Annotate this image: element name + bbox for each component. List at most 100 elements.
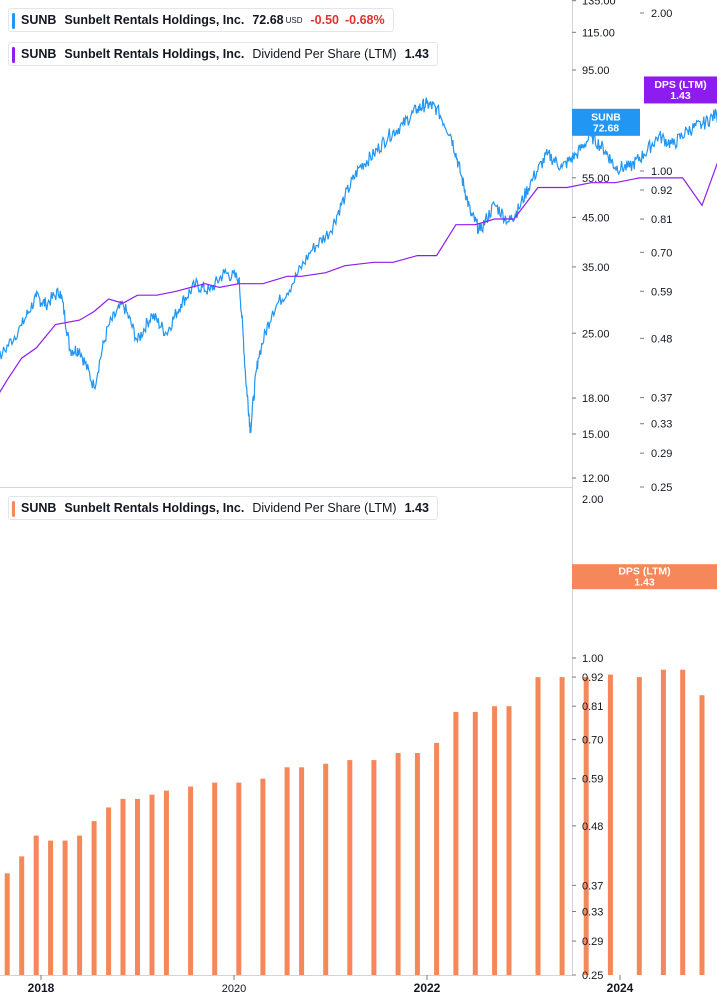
price-axis-label: 12.00 — [582, 473, 610, 485]
dps-legend-top[interactable]: SUNB Sunbelt Rentals Holdings, Inc. Divi… — [8, 42, 438, 66]
bar-axis-label: 0.59 — [582, 774, 603, 786]
dps-bar — [347, 760, 353, 975]
dps-bar — [149, 794, 155, 975]
price-legend[interactable]: SUNB Sunbelt Rentals Holdings, Inc. 72.6… — [8, 8, 394, 32]
dps-bar — [106, 807, 112, 975]
time-axis-label: 2018 — [28, 981, 55, 995]
bar-axis-label: 0.92 — [582, 672, 603, 684]
dps-bar — [492, 706, 498, 975]
dps-bar — [453, 711, 459, 975]
legend-metric: Dividend Per Share (LTM) — [252, 47, 397, 61]
dps-badge-bottom-bg — [572, 564, 717, 590]
dps-axis-label: 0.48 — [651, 333, 672, 345]
price-badge-bg — [572, 108, 640, 136]
dps-axis-label: 0.92 — [651, 185, 672, 197]
dps-badge-top-label: DPS (LTM) — [654, 79, 706, 91]
dps-bar — [77, 835, 83, 975]
dps-badge-bottom: DPS (LTM)1.43 — [572, 564, 717, 590]
dps-bar — [434, 742, 440, 975]
dps-bar — [414, 753, 420, 975]
price-badge-value: 72.68 — [593, 122, 619, 134]
dps-badge-bottom-value: 1.43 — [634, 577, 655, 589]
dps-bar — [607, 674, 613, 975]
price-legend-swatch — [12, 13, 15, 29]
dps-axis-label: 0.81 — [651, 214, 672, 226]
dps-bar — [583, 677, 589, 975]
legend-change-pct: -0.68% — [344, 13, 385, 27]
dps-bar — [299, 767, 305, 975]
bar-axis-label: 0.25 — [582, 970, 603, 982]
dps-bar — [472, 711, 478, 975]
bar-axis-label: 0.81 — [582, 701, 603, 713]
price-axis-label: 25.00 — [582, 328, 610, 340]
dps-bar — [236, 782, 242, 975]
dps-axis-label: 2.00 — [651, 8, 672, 20]
dps-axis-label: 0.29 — [651, 448, 672, 460]
dps-bar — [135, 798, 140, 975]
dps-axis-label: 0.25 — [651, 482, 672, 494]
dps-bar — [212, 782, 218, 975]
dps-bar — [163, 790, 169, 975]
dps-legend-swatch — [12, 47, 15, 63]
price-badge-label: SUNB — [591, 111, 621, 123]
legend-currency: USD — [285, 15, 303, 25]
dps-bar — [62, 840, 68, 975]
dps-badge-bottom-label: DPS (LTM) — [618, 566, 670, 578]
price-axis-label: 15.00 — [582, 429, 610, 441]
time-axis-label: 2022 — [414, 981, 441, 995]
dps-bar — [4, 873, 10, 975]
legend-metric: Dividend Per Share (LTM) — [252, 501, 397, 515]
chart-axes: 135.00 115.00 95.00 55.00 45.00 35.00 25.00 18.… — [28, 0, 673, 995]
dps-bar — [323, 763, 329, 975]
bar-axis-label: 2.00 — [582, 494, 603, 506]
bar-axis-label: 0.33 — [582, 907, 603, 919]
price-axis-label: 35.00 — [582, 262, 610, 274]
dps-bar — [33, 835, 39, 975]
legend-company-name: Sunbelt Rentals Holdings, Inc. — [64, 501, 245, 515]
dps-bar — [91, 821, 97, 975]
time-axis-label: 2024 — [607, 981, 634, 995]
dps-bar — [699, 695, 705, 975]
dps-badge-top: DPS (LTM)1.43 — [644, 76, 717, 104]
legend-dps-value: 1.43 — [404, 501, 429, 515]
bar-axis-label: 1.00 — [582, 653, 603, 665]
legend-dps-value: 1.43 — [404, 47, 429, 61]
dps-legend-bottom[interactable]: SUNB Sunbelt Rentals Holdings, Inc. Divi… — [8, 496, 438, 520]
dps-bar — [371, 760, 377, 975]
dps-bar — [284, 767, 290, 975]
time-axis-label: 2020 — [222, 983, 246, 995]
dps-bar — [48, 840, 54, 975]
bar-axis-label: 0.37 — [582, 880, 603, 892]
dps-axis-label: 0.59 — [651, 286, 672, 298]
bar-axis-label: 0.48 — [582, 821, 603, 833]
dps-bar — [188, 786, 194, 975]
dps-badge-top-bg — [644, 76, 717, 104]
dps-axis-label: 1.00 — [651, 166, 672, 178]
dps-bar — [120, 798, 126, 975]
legend-company-name: Sunbelt Rentals Holdings, Inc. — [64, 47, 245, 61]
legend-company-name: Sunbelt Rentals Holdings, Inc. — [64, 13, 245, 27]
dps-line — [0, 162, 717, 393]
dps-axis-label: 0.33 — [651, 419, 672, 431]
price-axis-label: 55.00 — [582, 173, 610, 185]
price-line — [0, 97, 717, 434]
bar-axis-label: 0.29 — [582, 936, 603, 948]
dps-bar — [636, 677, 642, 975]
dps-bar-legend-swatch — [12, 501, 15, 517]
legend-ticker: SUNB — [21, 47, 57, 61]
price-axis-label: 135.00 — [582, 0, 616, 8]
dps-bar — [395, 753, 401, 975]
dps-axis-label: 0.37 — [651, 393, 672, 405]
price-axis-label: 45.00 — [582, 212, 610, 224]
price-axis-label: 18.00 — [582, 393, 610, 405]
dps-bar — [680, 669, 686, 975]
price-axis-label: 95.00 — [582, 65, 610, 77]
legend-price-value: 72.68 — [252, 13, 284, 27]
price-axis-label: 115.00 — [582, 27, 615, 39]
dps-axis-label: 0.70 — [651, 247, 672, 259]
dps-bar — [559, 677, 565, 975]
legend-ticker: SUNB — [21, 501, 57, 515]
dps-bar — [260, 778, 266, 975]
